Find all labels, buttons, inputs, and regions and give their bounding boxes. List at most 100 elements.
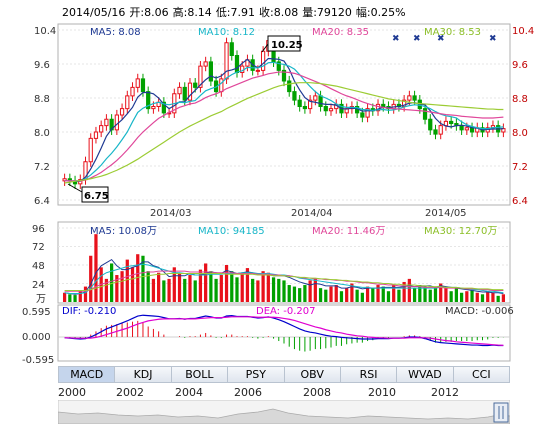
candle-body — [140, 78, 146, 93]
candle-body — [187, 82, 193, 101]
volume-bar — [324, 289, 328, 302]
volume-bar — [407, 278, 411, 302]
timeline-year-label: 2004 — [175, 386, 203, 399]
price-y-tick-left: 9.6 — [34, 60, 50, 71]
tab-boll[interactable]: BOLL — [172, 367, 229, 382]
volume-bar — [172, 267, 176, 302]
volume-bar — [157, 272, 161, 302]
event-marker-icon[interactable]: ✖ — [392, 34, 400, 44]
volume-bar — [308, 280, 312, 302]
tab-cci[interactable]: CCI — [472, 368, 491, 381]
volume-bar — [371, 288, 375, 302]
volume-y-tick: 96 — [32, 224, 45, 235]
volume-bar — [465, 291, 469, 302]
volume-bar — [110, 263, 114, 302]
price-ma20-label: MA20: 8.35 — [312, 27, 369, 38]
volume-y-tick: 72 — [32, 242, 45, 253]
timeline-years: 2000 2002 2004 2006 2008 2010 2012 — [58, 386, 510, 400]
volume-bar — [162, 280, 166, 302]
candle-body — [130, 86, 135, 97]
price-ma5-label: MA5: 8.08 — [90, 27, 141, 38]
candle-body — [287, 80, 292, 93]
volume-bar — [209, 271, 213, 302]
volume-bar — [298, 288, 302, 302]
timeline-year-label: 2010 — [368, 386, 396, 399]
volume-bar — [381, 286, 385, 302]
macd-dea-line — [64, 316, 504, 346]
volume-bar — [136, 254, 140, 302]
timeline-year-label: 2012 — [431, 386, 459, 399]
candle-body — [438, 125, 443, 135]
volume-bar — [423, 286, 427, 302]
event-marker-icon[interactable]: ✖ — [437, 34, 445, 44]
price-y-tick-left: 8.8 — [34, 94, 50, 105]
timeline-year-label: 2006 — [234, 386, 262, 399]
volume-bar — [204, 263, 208, 302]
volume-bar — [428, 289, 432, 302]
price-ma30-label: MA30: 8.53 — [424, 27, 481, 38]
candle-body — [459, 125, 464, 131]
candle-body — [276, 61, 281, 71]
volume-bar — [350, 283, 354, 302]
price-ma20-line — [64, 71, 504, 182]
tab-kdj[interactable]: KDJ — [115, 367, 172, 382]
quote-date: 2014/05/16 — [62, 6, 126, 19]
candle-body — [464, 127, 469, 131]
volume-bar — [240, 274, 244, 302]
volume-bar — [151, 278, 156, 302]
history-timeline[interactable] — [58, 400, 510, 424]
candle-body — [193, 82, 198, 88]
volume-bar — [480, 294, 485, 302]
volume-bar — [188, 275, 192, 302]
volume-bar — [501, 294, 506, 302]
candle-body — [224, 42, 229, 80]
volume-ma20-label: MA20: 11.46万 — [312, 226, 385, 237]
tab-rsi[interactable]: RSI — [341, 367, 398, 382]
volume-bar — [303, 285, 307, 302]
volume-y-tick: 48 — [32, 261, 45, 272]
volume-bar — [444, 288, 448, 302]
volume-bar — [433, 286, 438, 302]
volume-bar — [83, 286, 88, 302]
candle-body — [292, 91, 297, 101]
tab-wvad[interactable]: WVAD — [397, 367, 454, 382]
candle-body — [381, 103, 386, 107]
candle-body — [125, 95, 130, 110]
candle-body — [182, 86, 187, 101]
volume-bar — [454, 288, 458, 302]
event-marker-icon[interactable]: ✖ — [413, 34, 421, 44]
timeline-year-label: 2000 — [58, 386, 86, 399]
volume-bar — [230, 271, 234, 302]
volume-bar — [334, 285, 338, 302]
volume-bar — [418, 285, 422, 302]
price-ma10-label: MA10: 8.12 — [198, 27, 255, 38]
price-y-tick-left: 10.4 — [34, 26, 56, 37]
volume-bar — [339, 291, 344, 302]
x-tick-label: 2014/03 — [150, 208, 192, 219]
volume-bar — [183, 278, 187, 302]
volume-bar — [214, 278, 218, 302]
candle-body — [151, 106, 156, 110]
volume-bar — [486, 291, 490, 302]
event-marker-icon[interactable]: ✖ — [489, 34, 497, 44]
high-callout: 10.25 — [271, 40, 303, 51]
price-y-tick-right: 8.0 — [512, 128, 528, 139]
candle-body — [318, 95, 323, 107]
x-tick-label: 2014/05 — [425, 208, 467, 219]
low-callout-box — [81, 186, 109, 203]
price-panel-frame — [57, 23, 511, 206]
candle-body — [99, 125, 104, 133]
tab-psy[interactable]: PSY — [228, 367, 285, 382]
volume-bar — [224, 265, 229, 302]
price-y-tick-right: 10.4 — [512, 26, 534, 37]
volume-bar — [78, 291, 82, 302]
volume-bar — [193, 280, 197, 302]
tab-obv[interactable]: OBV — [285, 367, 341, 382]
timeline-range-handle[interactable] — [493, 402, 509, 423]
candle-body — [229, 42, 234, 56]
price-y-tick-left: 6.4 — [34, 196, 50, 207]
volume-bar — [256, 280, 260, 302]
candle-body — [407, 95, 412, 101]
tab-macd[interactable]: MACD — [59, 367, 116, 382]
volume-ma5-label: MA5: 10.08万 — [90, 226, 157, 237]
